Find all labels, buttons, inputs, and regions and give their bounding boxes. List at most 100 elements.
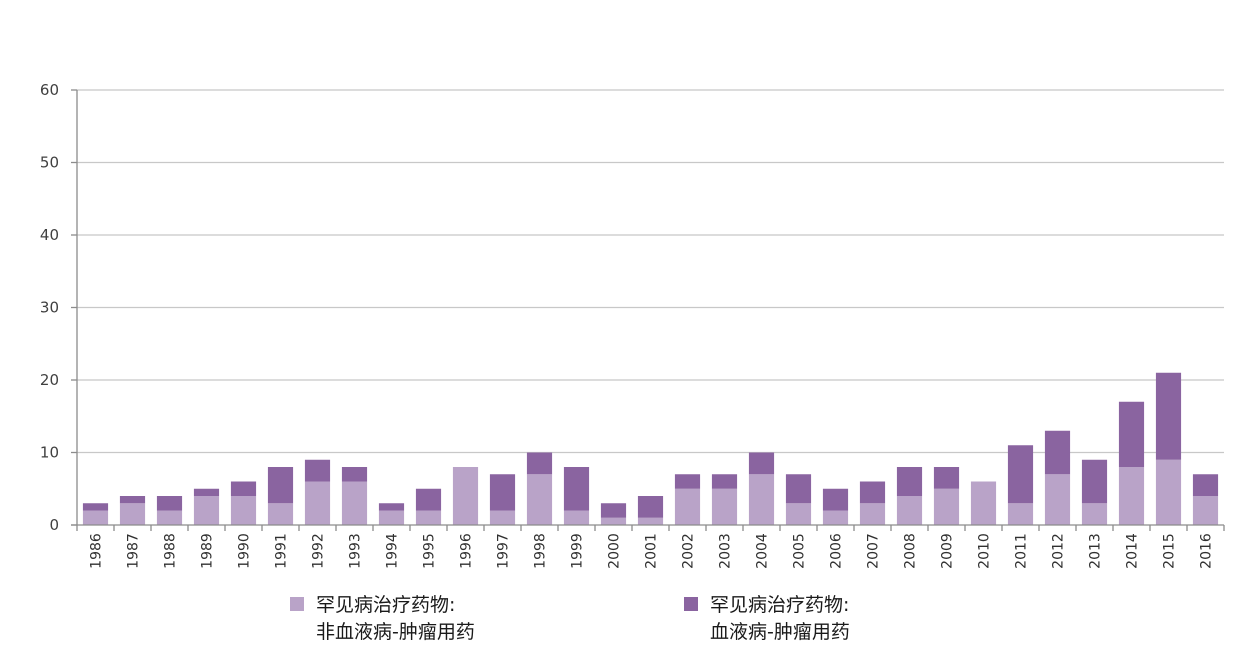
gridlines — [77, 89, 1224, 454]
bar-hematologic-oncology — [896, 467, 923, 496]
x-tick-label: 1994 — [385, 533, 401, 569]
bar-hematologic-oncology — [933, 467, 960, 489]
bar-hematologic-oncology — [267, 467, 294, 504]
x-tick-label: 2001 — [644, 533, 660, 569]
bar-hematologic-oncology — [1192, 474, 1219, 496]
bar-hematologic-oncology — [304, 459, 331, 482]
bar-non-hematologic-oncology — [230, 496, 257, 525]
y-axis-ticks: 0 10 20 30 40 50 60 — [40, 81, 59, 534]
bar-hematologic-oncology — [378, 503, 405, 511]
bar-non-hematologic-oncology — [156, 510, 183, 525]
bar-non-hematologic-oncology — [267, 503, 294, 525]
bar-hematologic-oncology — [600, 503, 627, 518]
bar-hematologic-oncology — [1118, 401, 1145, 467]
x-tick-label: 1986 — [89, 533, 105, 569]
bar-hematologic-oncology — [1155, 372, 1182, 460]
bar-non-hematologic-oncology — [489, 510, 516, 525]
x-tick-label: 1996 — [459, 533, 475, 569]
x-tick-label: 2004 — [755, 533, 771, 569]
x-tick-label: 1997 — [496, 533, 512, 569]
bar-non-hematologic-oncology — [748, 474, 775, 525]
bar-non-hematologic-oncology — [304, 481, 331, 525]
bar-hematologic-oncology — [1081, 459, 1108, 504]
bar-hematologic-oncology — [822, 488, 849, 511]
bar-non-hematologic-oncology — [415, 510, 442, 525]
bar-non-hematologic-oncology — [637, 517, 664, 525]
bar-non-hematologic-oncology — [341, 481, 368, 525]
x-tick-label: 2007 — [866, 533, 882, 569]
x-tick-label: 1987 — [126, 533, 142, 569]
x-tick-label: 1989 — [200, 533, 216, 569]
x-tick-label: 1990 — [237, 533, 253, 569]
y-tick-label: 0 — [49, 516, 59, 534]
bar-hematologic-oncology — [674, 474, 701, 489]
bar-non-hematologic-oncology — [711, 488, 738, 525]
bar-hematologic-oncology — [785, 474, 812, 504]
x-tick-label: 2002 — [681, 533, 697, 569]
bar-non-hematologic-oncology — [859, 503, 886, 525]
bar-non-hematologic-oncology — [1192, 496, 1219, 525]
y-tick-label: 60 — [40, 81, 59, 99]
y-tick-label: 50 — [40, 154, 59, 172]
bar-hematologic-oncology — [1007, 445, 1034, 504]
x-tick-label: 2014 — [1125, 533, 1141, 569]
bars — [82, 372, 1219, 525]
bar-non-hematologic-oncology — [1044, 474, 1071, 525]
legend-swatch — [290, 597, 304, 611]
bar-non-hematologic-oncology — [600, 517, 627, 525]
bar-hematologic-oncology — [193, 488, 220, 496]
bar-non-hematologic-oncology — [378, 510, 405, 525]
x-tick-label: 2006 — [829, 533, 845, 569]
bar-hematologic-oncology — [637, 496, 664, 518]
legend-label: 非血液病-肿瘤用药 — [316, 621, 475, 643]
x-tick-label: 2000 — [607, 533, 623, 569]
bar-hematologic-oncology — [415, 488, 442, 511]
bar-non-hematologic-oncology — [970, 481, 997, 525]
bar-non-hematologic-oncology — [674, 488, 701, 525]
bar-hematologic-oncology — [748, 452, 775, 475]
bar-non-hematologic-oncology — [1155, 459, 1182, 525]
x-tick-label: 2010 — [977, 533, 993, 569]
bar-hematologic-oncology — [563, 467, 590, 511]
bar-hematologic-oncology — [859, 481, 886, 504]
x-tick-label: 2009 — [940, 533, 956, 569]
bar-non-hematologic-oncology — [119, 503, 146, 525]
x-tick-label: 2013 — [1088, 533, 1104, 569]
bar-hematologic-oncology — [119, 496, 146, 504]
axes — [71, 89, 1225, 531]
y-tick-label: 10 — [40, 444, 59, 462]
x-tick-label: 2012 — [1051, 533, 1067, 569]
x-tick-label: 2016 — [1199, 533, 1215, 569]
legend-swatch — [684, 597, 698, 611]
bar-hematologic-oncology — [82, 503, 109, 511]
bar-hematologic-oncology — [341, 467, 368, 482]
bar-non-hematologic-oncology — [193, 496, 220, 525]
legend-label: 血液病-肿瘤用药 — [710, 621, 850, 643]
x-tick-label: 1993 — [348, 533, 364, 569]
bar-hematologic-oncology — [711, 474, 738, 489]
bar-hematologic-oncology — [526, 452, 553, 475]
x-tick-label: 1991 — [274, 533, 290, 569]
x-tick-label: 2005 — [792, 533, 808, 569]
bar-hematologic-oncology — [489, 474, 516, 511]
bar-non-hematologic-oncology — [1118, 467, 1145, 525]
x-tick-label: 1992 — [311, 533, 327, 569]
y-tick-label: 40 — [40, 226, 59, 244]
y-tick-label: 20 — [40, 371, 59, 389]
bar-non-hematologic-oncology — [785, 503, 812, 525]
x-tick-label: 1988 — [163, 533, 179, 569]
x-tick-label: 1999 — [570, 533, 586, 569]
x-tick-label: 2015 — [1162, 533, 1178, 569]
x-tick-label: 2008 — [903, 533, 919, 569]
bar-non-hematologic-oncology — [82, 510, 109, 525]
legend-label: 罕见病治疗药物: — [316, 594, 455, 616]
bar-non-hematologic-oncology — [563, 510, 590, 525]
x-tick-label: 1995 — [422, 533, 438, 569]
x-tick-label: 1998 — [533, 533, 549, 569]
bar-hematologic-oncology — [1044, 430, 1071, 475]
bar-non-hematologic-oncology — [452, 467, 479, 525]
bar-non-hematologic-oncology — [933, 488, 960, 525]
